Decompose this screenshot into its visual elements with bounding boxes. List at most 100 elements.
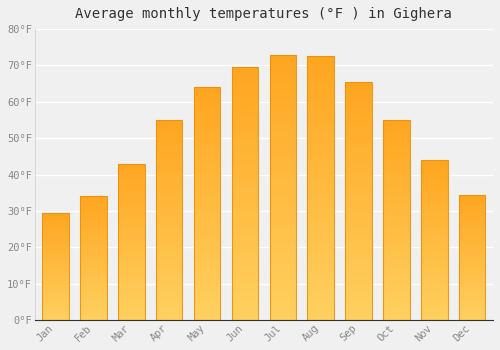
Bar — [42, 234, 69, 236]
Bar — [232, 83, 258, 86]
Bar — [421, 306, 448, 308]
Bar — [194, 204, 220, 206]
Bar — [42, 277, 69, 278]
Bar — [156, 285, 182, 287]
Bar — [156, 195, 182, 197]
Bar — [232, 266, 258, 270]
Bar — [80, 210, 106, 212]
Bar — [232, 212, 258, 216]
Bar — [232, 67, 258, 70]
Bar — [459, 212, 485, 213]
Bar — [156, 232, 182, 235]
Bar — [156, 250, 182, 252]
Bar — [383, 197, 409, 200]
Bar — [383, 217, 409, 220]
Bar — [118, 218, 144, 220]
Bar — [194, 311, 220, 314]
Bar — [156, 210, 182, 212]
Bar — [42, 241, 69, 242]
Bar — [194, 154, 220, 157]
Bar — [80, 240, 106, 241]
Bar — [308, 109, 334, 112]
Bar — [421, 316, 448, 318]
Bar — [308, 290, 334, 294]
Bar — [270, 230, 296, 234]
Bar — [80, 297, 106, 298]
Bar — [270, 55, 296, 58]
Bar — [383, 205, 409, 208]
Bar — [459, 224, 485, 226]
Bar — [308, 313, 334, 317]
Bar — [80, 221, 106, 223]
Bar — [118, 293, 144, 295]
Bar — [421, 294, 448, 296]
Bar — [194, 276, 220, 279]
Bar — [42, 312, 69, 313]
Bar — [156, 272, 182, 275]
Bar — [232, 285, 258, 288]
Bar — [80, 215, 106, 216]
Bar — [383, 250, 409, 252]
Bar — [194, 306, 220, 308]
Bar — [42, 290, 69, 292]
Bar — [421, 260, 448, 262]
Bar — [459, 289, 485, 290]
Bar — [118, 267, 144, 269]
Bar — [308, 139, 334, 142]
Bar — [80, 272, 106, 274]
Bar — [270, 207, 296, 210]
Bar — [383, 258, 409, 260]
Bar — [270, 240, 296, 244]
Bar — [118, 195, 144, 197]
Bar — [232, 310, 258, 314]
Bar — [80, 241, 106, 243]
Bar — [194, 221, 220, 224]
Bar — [308, 126, 334, 129]
Bar — [459, 259, 485, 260]
Bar — [346, 147, 372, 150]
Bar — [118, 185, 144, 187]
Bar — [118, 244, 144, 246]
Bar — [459, 301, 485, 303]
Bar — [118, 163, 144, 166]
Bar — [421, 188, 448, 190]
Bar — [308, 205, 334, 208]
Bar — [270, 313, 296, 317]
Bar — [346, 216, 372, 219]
Bar — [421, 318, 448, 320]
Bar — [459, 274, 485, 276]
Bar — [346, 228, 372, 231]
Bar — [383, 150, 409, 153]
Bar — [42, 285, 69, 286]
Bar — [80, 264, 106, 266]
Bar — [118, 265, 144, 267]
Bar — [383, 132, 409, 135]
Bar — [42, 249, 69, 250]
Bar — [232, 197, 258, 200]
Bar — [42, 239, 69, 241]
Bar — [308, 274, 334, 277]
Bar — [194, 256, 220, 259]
Bar — [383, 185, 409, 188]
Bar — [80, 237, 106, 238]
Bar — [270, 131, 296, 134]
Bar — [194, 145, 220, 148]
Bar — [459, 219, 485, 221]
Bar — [383, 275, 409, 278]
Bar — [118, 189, 144, 191]
Bar — [156, 205, 182, 208]
Bar — [346, 287, 372, 290]
Bar — [346, 305, 372, 308]
Bar — [421, 302, 448, 304]
Bar — [156, 280, 182, 282]
Bar — [118, 279, 144, 281]
Bar — [421, 168, 448, 170]
Bar — [270, 104, 296, 107]
Bar — [80, 224, 106, 226]
Bar — [308, 277, 334, 280]
Bar — [308, 185, 334, 188]
Bar — [80, 229, 106, 230]
Bar — [194, 116, 220, 119]
Bar — [118, 193, 144, 195]
Bar — [156, 177, 182, 180]
